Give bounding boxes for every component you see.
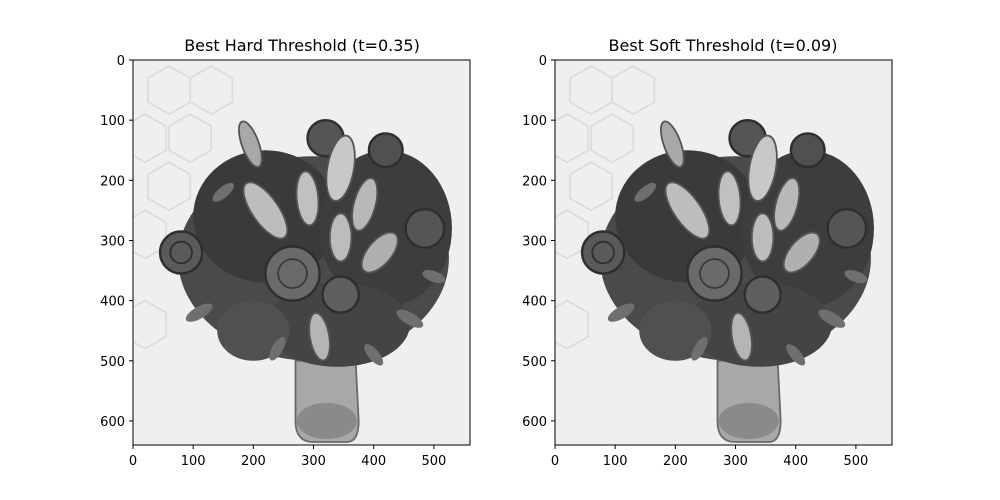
left-panel: Best Hard Threshold (t=0.35) 0 100 200 300 4… [100, 36, 471, 469]
panel-title-soft: Best Soft Threshold (t=0.09) [609, 36, 838, 55]
x-tick-label: 500 [843, 454, 868, 469]
image-soft-threshold [555, 60, 892, 445]
x-tick-label: 400 [361, 454, 386, 469]
x-tick-label: 200 [663, 454, 688, 469]
image-hard-threshold [133, 60, 470, 445]
y-ticks-soft: 0 100 200 300 400 500 600 [522, 54, 555, 430]
x-tick-label: 200 [241, 454, 266, 469]
y-tick-label: 0 [117, 54, 125, 69]
panel-title-hard: Best Hard Threshold (t=0.35) [184, 36, 420, 55]
y-tick-label: 400 [100, 295, 125, 310]
y-tick-label: 100 [522, 114, 547, 129]
x-tick-label: 300 [301, 454, 326, 469]
y-tick-label: 100 [100, 114, 125, 129]
y-tick-label: 0 [539, 54, 547, 69]
x-tick-label: 300 [723, 454, 748, 469]
x-ticks-soft: 0 100 200 300 400 500 [551, 445, 868, 469]
y-tick-label: 200 [522, 174, 547, 189]
y-tick-label: 600 [100, 415, 125, 430]
x-tick-label: 100 [603, 454, 628, 469]
x-tick-label: 0 [129, 454, 137, 469]
x-tick-label: 0 [551, 454, 559, 469]
y-tick-label: 300 [100, 234, 125, 249]
axes-frame-hard [132, 59, 471, 446]
y-tick-label: 200 [100, 174, 125, 189]
y-ticks-hard: 0 100 200 300 400 500 600 [100, 54, 133, 430]
y-tick-label: 500 [522, 355, 547, 370]
x-tick-label: 400 [783, 454, 808, 469]
right-panel: Best Soft Threshold (t=0.09) 0 100 200 300 4… [522, 36, 893, 469]
y-tick-label: 600 [522, 415, 547, 430]
y-tick-label: 400 [522, 295, 547, 310]
y-tick-label: 300 [522, 234, 547, 249]
x-tick-label: 500 [421, 454, 446, 469]
y-tick-label: 500 [100, 355, 125, 370]
x-tick-label: 100 [181, 454, 206, 469]
axes-frame-soft [554, 59, 893, 446]
x-ticks-hard: 0 100 200 300 400 500 [129, 445, 446, 469]
